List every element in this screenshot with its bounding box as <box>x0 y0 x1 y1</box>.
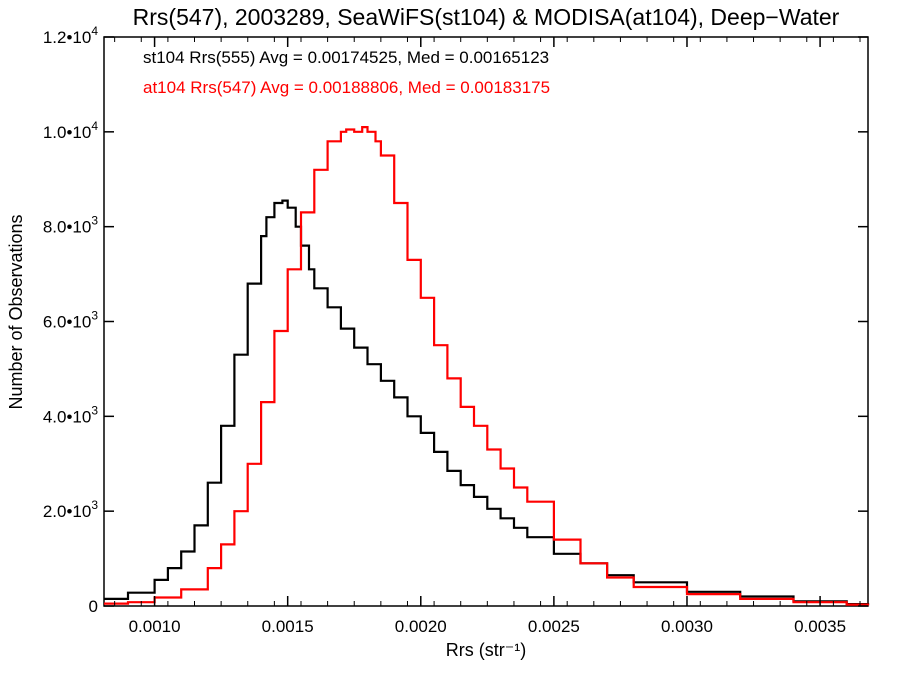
legend-entry-1: st104 Rrs(555) Avg = 0.00174525, Med = 0… <box>143 48 549 67</box>
x-axis-label: Rrs (str⁻¹) <box>446 640 526 660</box>
y-tick-label: 0 <box>89 597 98 616</box>
x-tick-label: 0.0030 <box>661 617 713 636</box>
x-tick-label: 0.0015 <box>262 617 314 636</box>
y-axis-label: Number of Observations <box>6 214 26 409</box>
legend-entry-2: at104 Rrs(547) Avg = 0.00188806, Med = 0… <box>143 78 550 97</box>
series-layer <box>104 126 870 606</box>
y-tick-label: 8.0•103 <box>43 214 99 237</box>
x-tick-label: 0.0035 <box>794 617 846 636</box>
chart-title: Rrs(547), 2003289, SeaWiFS(st104) & MODI… <box>133 4 840 30</box>
y-tick-label: 1.0•104 <box>43 119 99 142</box>
x-axis: 0.0010 0.0015 0.0020 0.0025 0.0030 0.0035 <box>114 37 861 636</box>
y-tick-label: 6.0•103 <box>43 309 99 332</box>
x-tick-label: 0.0025 <box>528 617 580 636</box>
y-tick-label: 4.0•103 <box>43 403 99 426</box>
y-tick-label: 1.2•104 <box>43 24 99 47</box>
legend: st104 Rrs(555) Avg = 0.00174525, Med = 0… <box>143 48 550 97</box>
y-tick-label: 2.0•103 <box>43 498 99 521</box>
x-tick-label: 0.0010 <box>129 617 181 636</box>
y-axis: 0 2.0•103 4.0•103 6.0•103 8.0•103 1.0•104 1.2•… <box>43 24 868 616</box>
plot-frame <box>103 36 869 607</box>
series-line-2 <box>104 126 870 606</box>
series-line-1 <box>104 199 870 606</box>
x-tick-label: 0.0020 <box>395 617 447 636</box>
